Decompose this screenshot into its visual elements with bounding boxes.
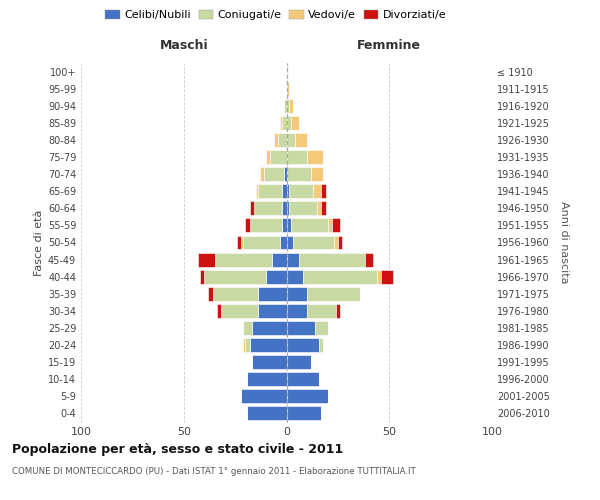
Bar	[247, 406, 287, 420]
Bar	[244, 236, 280, 250]
Bar	[254, 202, 283, 215]
Y-axis label: Anni di nascita: Anni di nascita	[559, 201, 569, 284]
Text: Maschi: Maschi	[160, 40, 208, 52]
Bar	[287, 355, 311, 369]
Bar	[287, 116, 290, 130]
Bar	[287, 168, 311, 181]
Bar	[247, 372, 287, 386]
Bar	[287, 184, 289, 198]
Bar	[217, 304, 221, 318]
Bar	[303, 270, 377, 283]
Bar	[208, 286, 212, 300]
Bar	[283, 116, 287, 130]
Bar	[381, 270, 394, 283]
Bar	[283, 184, 287, 198]
Bar	[289, 99, 293, 113]
Bar	[365, 252, 373, 266]
Bar	[198, 252, 215, 266]
Bar	[317, 202, 322, 215]
Bar	[287, 99, 289, 113]
Bar	[258, 184, 283, 198]
Text: Popolazione per età, sesso e stato civile - 2011: Popolazione per età, sesso e stato civil…	[12, 442, 343, 456]
Bar	[287, 372, 319, 386]
Y-axis label: Fasce di età: Fasce di età	[34, 210, 44, 276]
Bar	[251, 321, 287, 335]
Bar	[287, 150, 307, 164]
Bar	[280, 236, 287, 250]
Bar	[221, 304, 258, 318]
Bar	[332, 218, 340, 232]
Bar	[322, 184, 326, 198]
Bar	[315, 321, 328, 335]
Bar	[237, 236, 241, 250]
Bar	[260, 168, 264, 181]
Legend: Celibi/Nubili, Coniugati/e, Vedovi/e, Divorziati/e: Celibi/Nubili, Coniugati/e, Vedovi/e, Di…	[101, 6, 451, 25]
Bar	[287, 270, 303, 283]
Bar	[307, 150, 323, 164]
Bar	[299, 252, 365, 266]
Bar	[287, 406, 322, 420]
Bar	[264, 168, 284, 181]
Bar	[250, 218, 283, 232]
Bar	[336, 304, 340, 318]
Bar	[274, 133, 278, 147]
Text: COMUNE DI MONTECICCARDO (PU) - Dati ISTAT 1° gennaio 2011 - Elaborazione TUTTITA: COMUNE DI MONTECICCARDO (PU) - Dati ISTA…	[12, 468, 416, 476]
Bar	[245, 218, 250, 232]
Bar	[270, 150, 287, 164]
Bar	[215, 252, 272, 266]
Bar	[266, 270, 287, 283]
Bar	[287, 236, 293, 250]
Bar	[250, 338, 287, 352]
Bar	[287, 304, 307, 318]
Bar	[287, 133, 295, 147]
Bar	[319, 338, 323, 352]
Bar	[272, 252, 287, 266]
Bar	[241, 389, 287, 403]
Text: Femmine: Femmine	[357, 40, 421, 52]
Bar	[287, 218, 290, 232]
Bar	[266, 150, 270, 164]
Bar	[377, 270, 381, 283]
Bar	[287, 321, 315, 335]
Bar	[334, 236, 338, 250]
Bar	[311, 168, 323, 181]
Bar	[289, 202, 317, 215]
Bar	[287, 389, 328, 403]
Bar	[245, 338, 250, 352]
Bar	[283, 218, 287, 232]
Bar	[290, 218, 328, 232]
Bar	[284, 99, 287, 113]
Bar	[200, 270, 205, 283]
Bar	[244, 321, 251, 335]
Bar	[212, 286, 258, 300]
Bar	[338, 236, 342, 250]
Bar	[278, 133, 287, 147]
Bar	[250, 202, 254, 215]
Bar	[307, 286, 361, 300]
Bar	[204, 270, 266, 283]
Bar	[256, 184, 258, 198]
Bar	[258, 286, 287, 300]
Bar	[307, 304, 336, 318]
Bar	[289, 184, 313, 198]
Bar	[280, 116, 283, 130]
Bar	[244, 338, 245, 352]
Bar	[287, 338, 319, 352]
Bar	[283, 202, 287, 215]
Bar	[313, 184, 322, 198]
Bar	[241, 236, 244, 250]
Bar	[287, 202, 289, 215]
Bar	[258, 304, 287, 318]
Bar	[328, 218, 332, 232]
Bar	[322, 202, 326, 215]
Bar	[251, 355, 287, 369]
Bar	[295, 133, 307, 147]
Bar	[290, 116, 299, 130]
Bar	[284, 168, 287, 181]
Bar	[287, 252, 299, 266]
Bar	[287, 286, 307, 300]
Bar	[287, 82, 289, 96]
Bar	[293, 236, 334, 250]
